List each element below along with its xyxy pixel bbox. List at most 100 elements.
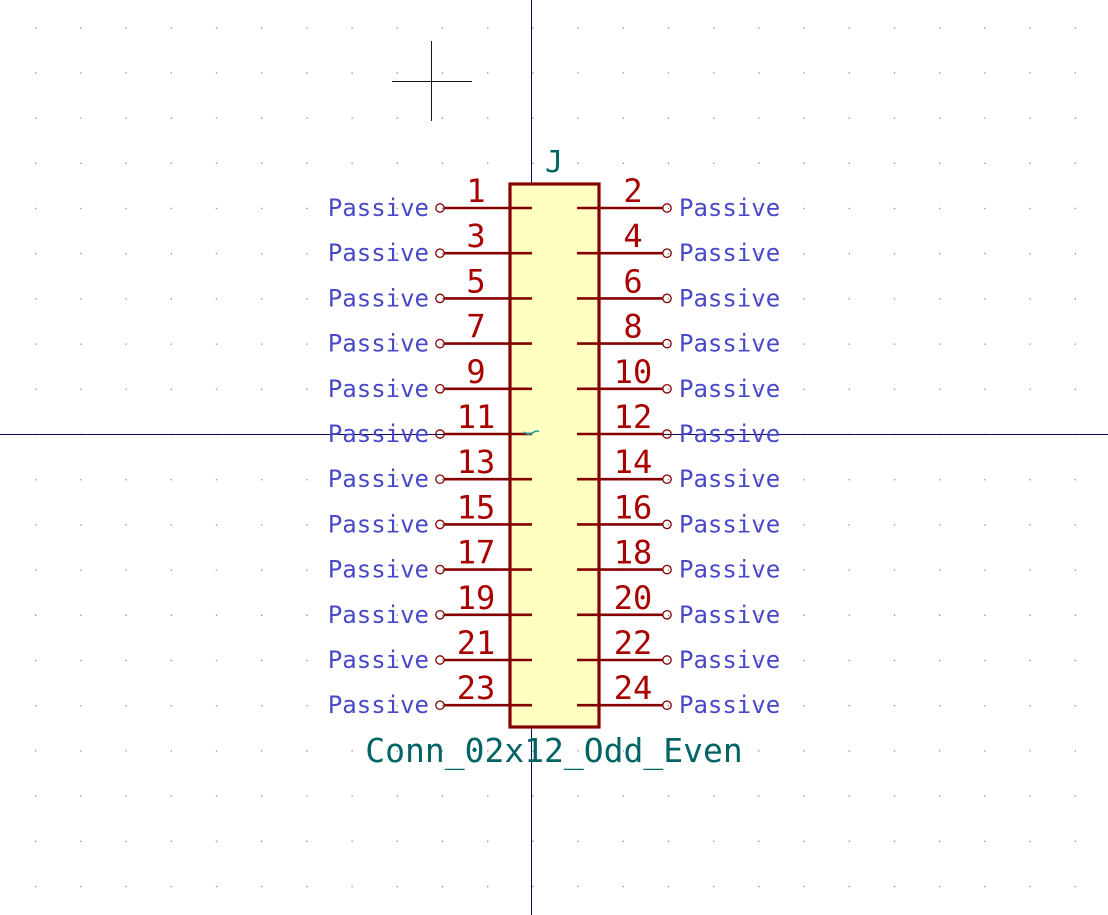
pin-left-17[interactable]: 17 Passive [328, 534, 532, 584]
pin-end-circle [435, 429, 445, 439]
pin-left-15[interactable]: 15 Passive [328, 488, 532, 538]
pin-number: 5 [466, 262, 485, 300]
pin-left-5[interactable]: 5 Passive [328, 262, 532, 312]
pin-right-22[interactable]: 22 Passive [577, 624, 780, 674]
pin-right-6[interactable]: 6 Passive [577, 262, 780, 312]
pin-number: 17 [457, 534, 496, 572]
pin-number: 20 [614, 579, 653, 617]
pin-type-label: Passive [679, 194, 780, 222]
pin-end-circle [435, 203, 445, 213]
pin-type-label: Passive [328, 375, 429, 403]
pin-number: 12 [614, 398, 653, 436]
pin-end-circle [662, 655, 672, 665]
pin-end-circle [435, 519, 445, 530]
pin-type-label: Passive [679, 239, 780, 267]
pin-type-label: Passive [328, 239, 429, 267]
pin-number: 16 [614, 488, 653, 526]
connector-body[interactable] [508, 182, 601, 729]
pin-end-circle [435, 248, 445, 259]
pin-type-label: Passive [328, 691, 429, 719]
pin-number: 23 [457, 669, 496, 707]
value-field[interactable]: Conn_02x12_Odd_Even [365, 731, 743, 771]
pin-number: 6 [623, 262, 642, 300]
pin-left-11[interactable]: 11 Passive [328, 398, 532, 448]
pin-number: 3 [466, 217, 485, 255]
pin-end-circle [662, 203, 672, 213]
pin-end-circle [435, 700, 445, 711]
pin-type-label: Passive [328, 556, 429, 584]
pin-end-circle [435, 609, 445, 620]
pin-left-3[interactable]: 3 Passive [328, 217, 532, 267]
pin-left-13[interactable]: 13 Passive [328, 443, 532, 493]
pin-left-23[interactable]: 23 Passive [328, 669, 532, 719]
pin-right-24[interactable]: 24 Passive [577, 669, 780, 719]
pin-number: 7 [466, 308, 485, 346]
pin-number: 4 [623, 217, 642, 255]
pin-end-circle [662, 293, 672, 304]
pin-type-label: Passive [679, 465, 780, 493]
pin-right-2[interactable]: 2 Passive [577, 172, 780, 222]
pin-type-label: Passive [679, 691, 780, 719]
pin-number: 11 [457, 398, 496, 436]
pin-end-circle [435, 383, 445, 394]
pin-end-circle [662, 474, 672, 485]
pin-type-label: Passive [328, 194, 429, 222]
pin-type-label: Passive [328, 510, 429, 538]
pin-left-21[interactable]: 21 Passive [328, 624, 532, 674]
pin-type-label: Passive [328, 420, 429, 448]
pin-number: 21 [457, 624, 496, 662]
pin-right-12[interactable]: 12 Passive [577, 398, 780, 448]
pin-end-circle [662, 700, 672, 711]
pin-right-10[interactable]: 10 Passive [577, 353, 780, 403]
pin-type-label: Passive [679, 646, 780, 674]
pin-right-8[interactable]: 8 Passive [577, 308, 780, 358]
pin-number: 24 [614, 669, 653, 707]
pin-end-circle [662, 248, 672, 259]
pin-end-circle [435, 655, 445, 665]
pin-type-label: Passive [328, 601, 429, 629]
pin-number: 2 [623, 172, 642, 210]
pin-type-label: Passive [679, 556, 780, 584]
pin-type-label: Passive [328, 284, 429, 312]
pin-number: 13 [457, 443, 496, 481]
pin-left-1[interactable]: 1 Passive [328, 172, 532, 222]
pin-end-circle [662, 338, 672, 349]
pin-end-circle [435, 564, 445, 575]
pin-left-9[interactable]: 9 Passive [328, 353, 532, 403]
pin-left-19[interactable]: 19 Passive [328, 579, 532, 629]
pin-end-circle [662, 429, 672, 439]
pin-number: 9 [466, 353, 485, 391]
pin-end-circle [662, 383, 672, 394]
pin-end-circle [435, 474, 445, 485]
reference-designator[interactable]: J [545, 145, 563, 180]
pin-right-4[interactable]: 4 Passive [577, 217, 780, 267]
pin-number: 19 [457, 579, 496, 617]
pin-type-label: Passive [328, 330, 429, 358]
pin-end-circle [435, 293, 445, 304]
pin-number: 22 [614, 624, 653, 662]
pin-number: 1 [466, 172, 485, 210]
pin-left-7[interactable]: 7 Passive [328, 308, 532, 358]
pin-end-circle [662, 519, 672, 530]
anchor-mark-icon [523, 430, 540, 435]
pin-type-label: Passive [679, 420, 780, 448]
pin-number: 14 [614, 443, 653, 481]
pin-right-20[interactable]: 20 Passive [577, 579, 780, 629]
pin-end-circle [435, 338, 445, 349]
pin-end-circle [662, 564, 672, 575]
pin-right-14[interactable]: 14 Passive [577, 443, 780, 493]
pin-right-16[interactable]: 16 Passive [577, 488, 780, 538]
pin-type-label: Passive [679, 330, 780, 358]
pin-type-label: Passive [328, 646, 429, 674]
pin-type-label: Passive [679, 601, 780, 629]
pin-type-label: Passive [679, 375, 780, 403]
pin-type-label: Passive [679, 510, 780, 538]
pin-number: 18 [614, 534, 653, 572]
pin-number: 10 [614, 353, 653, 391]
pin-number: 15 [457, 488, 496, 526]
pin-right-18[interactable]: 18 Passive [577, 534, 780, 584]
pin-type-label: Passive [328, 465, 429, 493]
connector-symbol[interactable]: 1 Passive 3 Passive 5 Passive 7 Passive 9 Passive… [328, 172, 780, 729]
